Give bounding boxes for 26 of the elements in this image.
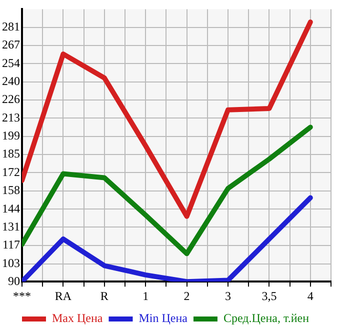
y-tick-label: 103	[2, 256, 20, 270]
x-tick-label: 1	[142, 288, 149, 303]
y-tick-label: 90	[8, 274, 20, 288]
legend-label: Сред.Цена, т.йен	[223, 311, 310, 326]
y-tick-label: 213	[2, 110, 20, 124]
x-tick-label: 4	[307, 288, 314, 303]
y-tick-label: 185	[2, 146, 20, 161]
x-tick-label: 3,5	[262, 288, 277, 303]
y-tick-label: 131	[2, 219, 20, 234]
x-tick-label: 3	[225, 288, 231, 303]
x-tick-label: RA	[54, 288, 72, 303]
y-tick-label: 199	[2, 128, 20, 142]
y-tick-label: 254	[2, 56, 20, 70]
x-tick-label: R	[100, 288, 108, 303]
y-tick-label: 172	[2, 164, 20, 179]
y-tick-label: 144	[2, 201, 20, 216]
y-tick-label: 226	[2, 92, 20, 106]
y-tick-label: 281	[2, 20, 20, 34]
y-tick-label: 117	[2, 237, 20, 252]
x-tick-label: ***	[13, 288, 31, 303]
y-tick-label: 240	[2, 74, 20, 88]
y-tick-label: 267	[2, 38, 20, 52]
legend-label: Min Цена	[138, 311, 188, 326]
legend-label: Max Цена	[52, 311, 104, 326]
y-tick-label: 158	[2, 182, 20, 197]
x-tick-label: 2	[184, 288, 190, 303]
